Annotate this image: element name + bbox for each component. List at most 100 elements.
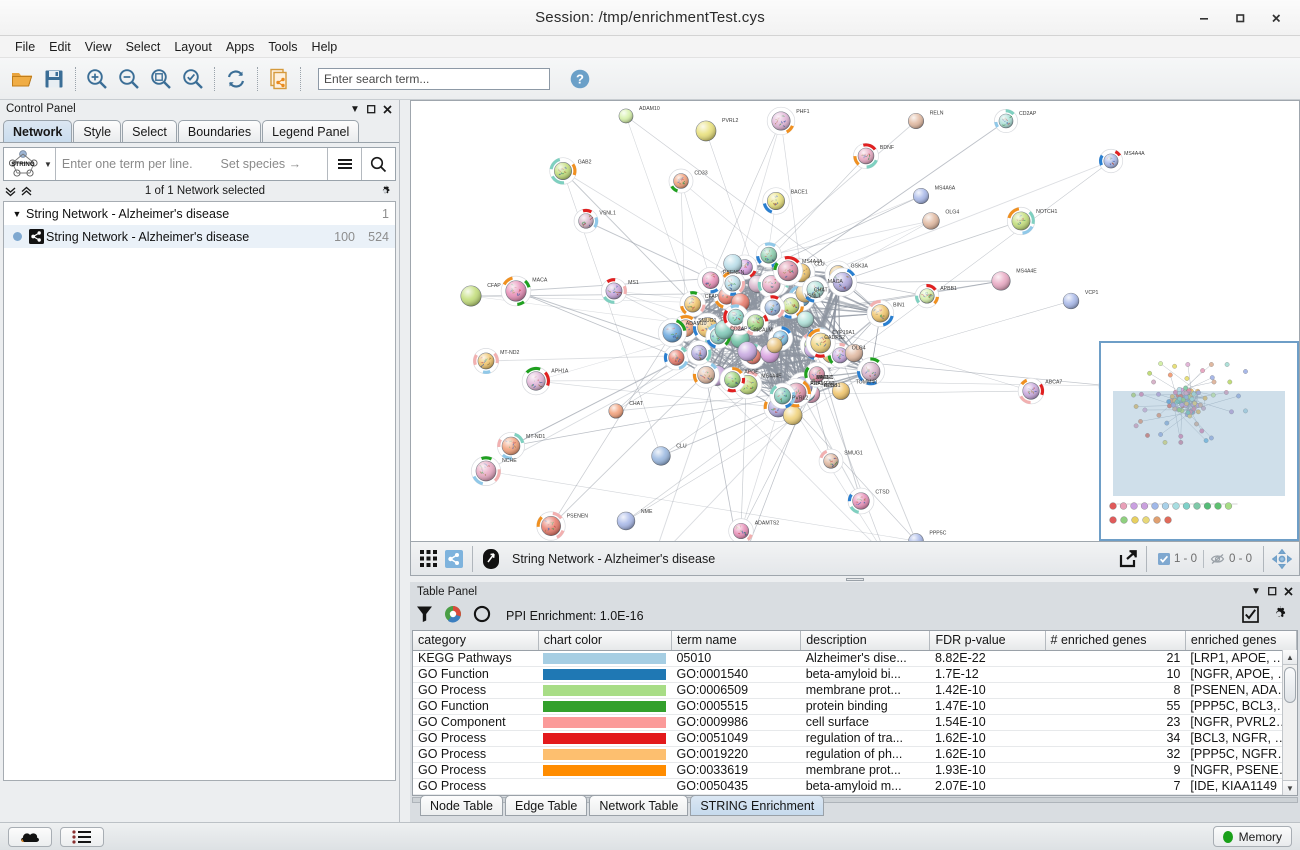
table-panel-float-icon[interactable]	[1264, 584, 1280, 600]
network-node[interactable]	[796, 310, 814, 328]
filter-icon[interactable]	[416, 605, 433, 626]
network-node[interactable]	[686, 340, 712, 366]
network-node[interactable]	[1062, 292, 1080, 310]
network-settings-gear-icon[interactable]	[377, 183, 393, 199]
menu-help[interactable]: Help	[311, 39, 338, 54]
export-image-icon[interactable]	[1115, 546, 1141, 572]
maximize-button[interactable]	[1222, 3, 1258, 33]
network-node[interactable]	[600, 277, 628, 305]
scroll-down-arrow-icon[interactable]: ▼	[1283, 780, 1297, 795]
network-node[interactable]	[777, 292, 805, 319]
network-node[interactable]	[766, 337, 783, 354]
tab-boundaries[interactable]: Boundaries	[177, 120, 262, 142]
network-node[interactable]	[818, 448, 844, 474]
gear-icon[interactable]	[1270, 605, 1288, 626]
network-node[interactable]	[657, 318, 687, 348]
network-node[interactable]	[697, 266, 724, 294]
network-node[interactable]	[497, 432, 525, 460]
network-node[interactable]	[719, 366, 746, 393]
network-node[interactable]	[521, 366, 551, 396]
memory-status-button[interactable]: Memory	[1212, 826, 1292, 847]
network-node[interactable]	[773, 255, 803, 286]
network-node[interactable]	[922, 212, 940, 230]
save-icon[interactable]	[38, 63, 70, 95]
close-button[interactable]	[1258, 3, 1294, 33]
tab-select[interactable]: Select	[122, 120, 177, 142]
control-panel-float-icon[interactable]	[363, 101, 379, 117]
open-folder-icon[interactable]	[6, 63, 38, 95]
export-network-icon[interactable]	[263, 63, 295, 95]
tab-edge-table[interactable]: Edge Table	[505, 795, 588, 816]
zoom-selected-icon[interactable]	[177, 63, 209, 95]
control-panel-close-icon[interactable]	[379, 101, 395, 117]
network-node[interactable]	[692, 361, 720, 389]
table-row[interactable]: GO Process GO:0050435 beta-amyloid m... 2.0…	[413, 778, 1297, 795]
table-horizontal-scrollbar[interactable]	[412, 797, 1298, 803]
network-tree-group-row[interactable]: ▼ String Network - Alzheimer's disease 1	[4, 202, 395, 225]
panel-splitter[interactable]	[410, 576, 1300, 582]
network-node[interactable]	[782, 405, 803, 426]
checkbox-checked-icon[interactable]	[1242, 605, 1259, 626]
tab-network-table[interactable]: Network Table	[589, 795, 689, 816]
network-node[interactable]	[832, 382, 850, 400]
network-node[interactable]	[663, 344, 690, 371]
grid-layout-icon[interactable]	[415, 546, 441, 572]
table-row[interactable]: GO Process GO:0051049 regulation of tra...…	[413, 730, 1297, 747]
minimize-button[interactable]	[1186, 3, 1222, 33]
help-icon[interactable]: ?	[564, 63, 596, 95]
zoom-out-icon[interactable]	[113, 63, 145, 95]
network-node[interactable]	[804, 361, 830, 388]
tab-legend-panel[interactable]: Legend Panel	[262, 120, 360, 142]
cloud-icon[interactable]	[8, 826, 52, 847]
network-node[interactable]	[1098, 148, 1124, 174]
network-node[interactable]	[801, 276, 829, 303]
network-node[interactable]	[472, 347, 500, 375]
network-node[interactable]	[991, 271, 1011, 291]
table-row[interactable]: GO Function GO:0005515 protein binding 1.47…	[413, 698, 1297, 715]
network-node[interactable]	[847, 487, 875, 515]
network-node[interactable]	[460, 285, 482, 307]
table-panel-close-icon[interactable]	[1280, 584, 1296, 600]
table-panel-menu-icon[interactable]: ▼	[1251, 586, 1261, 597]
network-node[interactable]	[742, 309, 769, 336]
network-node[interactable]	[536, 511, 566, 541]
column-header-chart-color[interactable]: chart color	[538, 631, 672, 651]
network-graph[interactable]: MT-ND2 MT-ND1 VSNL1 GAB2 MS1 MACA NCHE CHAT CLU N…	[411, 101, 1299, 541]
zoom-in-icon[interactable]	[81, 63, 113, 95]
enrichment-table[interactable]: category chart color term name descripti…	[412, 630, 1298, 796]
birds-eye-view[interactable]	[1099, 341, 1299, 541]
menu-tools[interactable]: Tools	[268, 39, 298, 54]
tab-style[interactable]: Style	[73, 120, 122, 142]
recenter-icon[interactable]	[1269, 546, 1295, 572]
string-dropdown-icon[interactable]: ▼	[44, 159, 52, 169]
menu-file[interactable]: File	[15, 39, 36, 54]
pie-chart-icon[interactable]	[444, 605, 462, 626]
network-node[interactable]	[828, 267, 858, 297]
hidden-nodes-badge[interactable]: 0 - 0	[1204, 553, 1258, 565]
table-vertical-scrollbar[interactable]: ▲ ▼	[1282, 650, 1297, 795]
network-node[interactable]	[668, 168, 694, 194]
network-node[interactable]	[616, 511, 636, 531]
network-node[interactable]	[679, 290, 706, 318]
zoom-fit-icon[interactable]	[145, 63, 177, 95]
refresh-icon[interactable]	[220, 63, 252, 95]
magnifier-icon[interactable]	[362, 148, 395, 180]
network-node[interactable]	[618, 108, 634, 124]
menu-select[interactable]: Select	[125, 39, 161, 54]
tab-network[interactable]: Network	[3, 120, 73, 142]
column-header-category[interactable]: category	[413, 631, 539, 651]
network-tree-child-row[interactable]: String Network - Alzheimer's disease 100…	[4, 225, 395, 248]
tab-string-enrichment[interactable]: STRING Enrichment	[690, 795, 825, 816]
network-node[interactable]	[759, 295, 786, 321]
network-node[interactable]	[573, 208, 599, 234]
network-node[interactable]	[994, 109, 1018, 133]
network-node[interactable]	[912, 187, 930, 205]
task-list-icon[interactable]	[60, 826, 104, 847]
network-tree[interactable]: ▼ String Network - Alzheimer's disease 1…	[3, 201, 396, 781]
table-row[interactable]: GO Process GO:0006509 membrane prot... 1.42…	[413, 682, 1297, 699]
network-node[interactable]	[723, 254, 743, 273]
network-node[interactable]	[500, 275, 532, 307]
set-species-link[interactable]: Set species →	[220, 157, 302, 171]
table-row[interactable]: GO Process GO:0033619 membrane prot... 1.93…	[413, 762, 1297, 779]
menu-edit[interactable]: Edit	[49, 39, 71, 54]
